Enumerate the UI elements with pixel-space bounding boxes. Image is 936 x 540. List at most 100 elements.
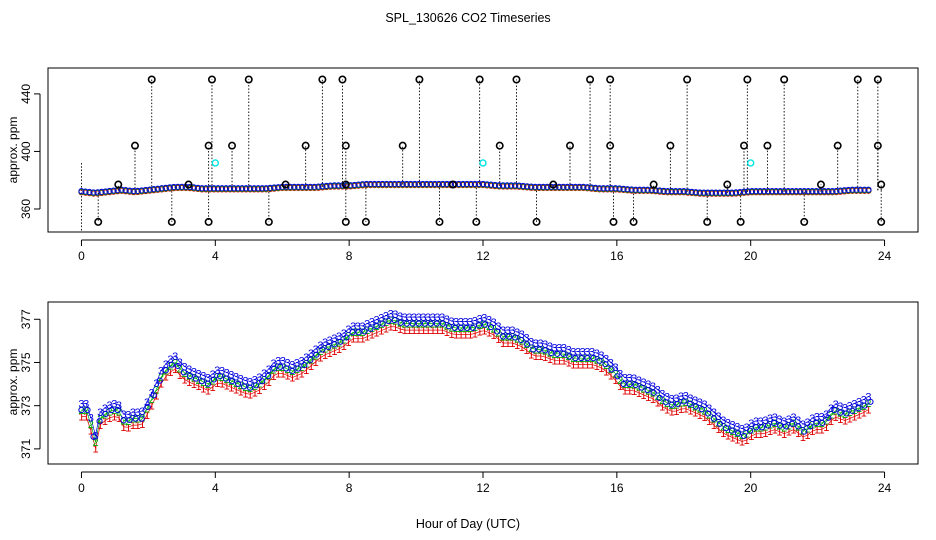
series-3-marker: 3 [345,324,351,336]
mean-point [385,317,392,325]
series-2-marker: 2 [617,375,623,387]
series-1-marker: 1 [514,340,520,352]
data-point [234,185,242,192]
mean-point [867,398,874,405]
data-point [769,188,776,195]
mean-point [825,414,832,421]
mean-point [102,410,109,417]
mean-point [313,351,320,358]
series-3-marker: 3 [805,417,811,429]
series-1-marker: 1 [425,325,431,337]
mean-point [325,343,332,351]
top-y-tick-label: 360 [19,199,33,219]
mean-point [590,355,597,362]
mean-point [337,338,344,345]
series-1-marker: 1 [280,369,286,381]
data-point [696,189,703,196]
series-1-marker: 1 [350,334,356,346]
mean-point [343,334,350,341]
series-3-marker: 3 [706,403,712,415]
series-2-marker: 2 [448,322,454,334]
spike-point [131,141,140,150]
mean-point [710,415,717,422]
series-1-marker: 1 [172,364,178,376]
spike-point [606,141,615,150]
series-3-marker: 3 [374,315,380,327]
series-1-marker: 1 [313,357,319,369]
series-1-marker: 1 [139,419,145,431]
series-2-marker: 2 [664,398,670,410]
spike-point [763,141,772,150]
mean-point [367,325,374,332]
data-point [118,186,125,193]
mean-point [228,378,236,385]
mean-point [415,320,422,327]
series-2-marker: 2 [486,321,492,333]
series-2-marker: 2 [261,374,267,386]
series-1-marker: 1 [865,405,871,417]
series-3-marker: 3 [655,385,661,397]
data-point [616,185,623,192]
mean-point [560,350,567,357]
series-2-marker: 2 [542,345,548,357]
mean-point [843,410,850,417]
series-3-marker: 3 [472,316,478,328]
series-2-marker: 2 [88,419,94,431]
series-1-marker: 1 [776,427,782,439]
data-point [206,185,214,192]
series-3-marker: 3 [725,418,731,430]
bottom-x-tick-label: 0 [78,481,85,495]
data-point [700,189,707,196]
series-1-marker: 1 [828,416,834,428]
series-1-marker: 1 [420,325,426,337]
mean-point [632,381,639,389]
data-point [588,184,595,191]
series-3-marker: 3 [523,332,529,344]
data-point [134,187,141,194]
series-3-marker: 3 [167,354,173,366]
series-2-marker: 2 [102,409,108,421]
data-point [503,182,511,189]
spike-point [723,180,732,189]
series-1-marker: 1 [697,410,703,422]
series-2-marker: 2 [650,387,656,399]
series-1-marker: 1 [542,352,548,364]
series-3-marker: 3 [280,356,286,368]
spike-point [649,180,658,189]
series-1-marker: 1 [355,334,361,346]
series-1-marker: 1 [561,356,567,368]
data-point [102,188,109,195]
mean-point [680,398,687,405]
top-x-tick-label: 16 [610,249,624,263]
data-point [740,188,748,195]
series-3-marker: 3 [753,416,759,428]
series-1-marker: 1 [191,379,197,391]
series-1-marker: 1 [659,402,665,414]
data-point [323,182,330,190]
series-3-marker: 3 [331,333,337,345]
series-2-marker: 2 [566,351,572,363]
mean-point [144,403,151,411]
series-3-marker: 3 [186,364,192,376]
series-2-marker: 2 [805,424,811,436]
data-point [90,189,97,196]
mean-point [734,430,742,437]
series-3-marker: 3 [505,325,511,337]
data-point [263,185,270,192]
series-1-marker: 1 [453,329,459,341]
series-1-marker: 1 [97,420,103,432]
data-point [467,180,475,188]
series-1-marker: 1 [570,360,576,372]
series-1-marker: 1 [612,375,618,387]
data-point [242,185,250,192]
mean-point [391,317,398,324]
data-point [560,183,567,190]
series-3-marker: 3 [486,315,492,327]
series-1-marker: 1 [214,378,220,390]
spike-point [495,141,504,150]
series-3-marker: 3 [561,343,567,355]
mean-point [216,372,224,380]
spike-point [833,141,842,150]
series-2-marker: 2 [139,412,145,424]
